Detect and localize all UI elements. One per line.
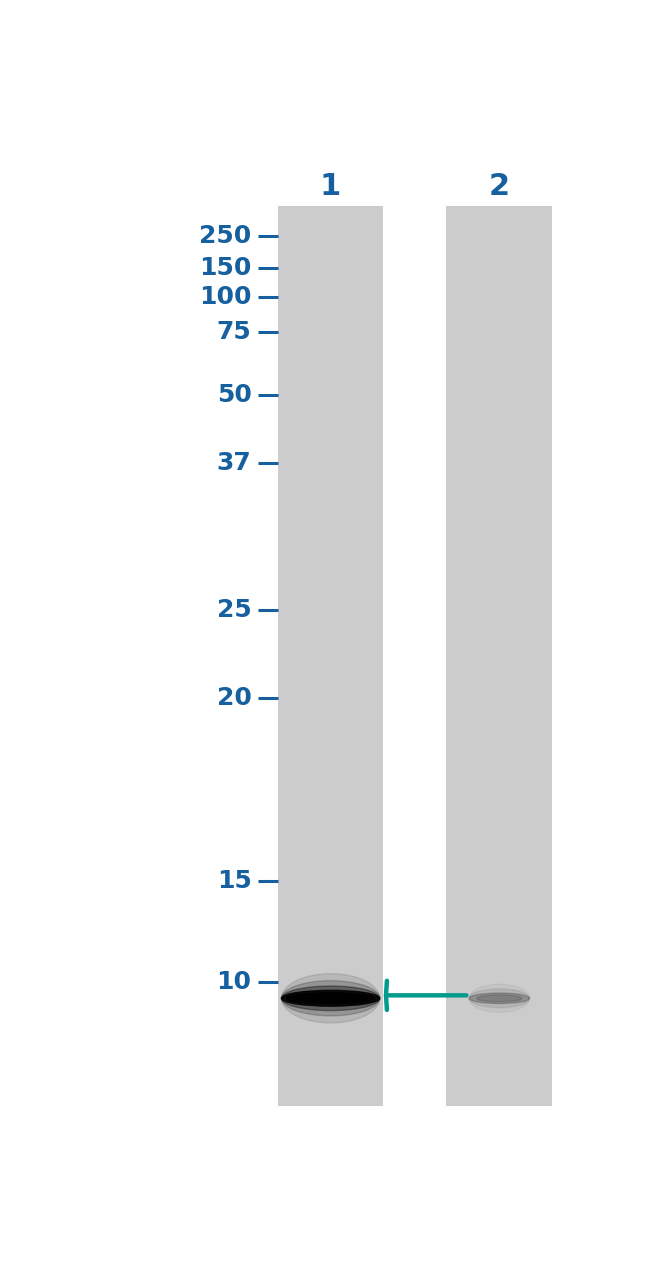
Text: 2: 2 — [489, 173, 510, 201]
Ellipse shape — [287, 993, 375, 1005]
Ellipse shape — [469, 993, 530, 1003]
Bar — [278, 206, 384, 1106]
Text: 10: 10 — [216, 970, 252, 993]
Ellipse shape — [281, 986, 380, 1011]
Text: 150: 150 — [199, 255, 252, 279]
Ellipse shape — [281, 974, 380, 1022]
Text: 1: 1 — [320, 173, 341, 201]
Bar — [447, 206, 552, 1106]
Ellipse shape — [476, 994, 522, 1002]
Text: 20: 20 — [216, 686, 252, 710]
Text: 100: 100 — [199, 286, 252, 309]
Text: 25: 25 — [216, 598, 252, 622]
Text: 50: 50 — [216, 384, 252, 406]
Ellipse shape — [281, 980, 380, 1016]
Ellipse shape — [294, 994, 367, 1002]
Ellipse shape — [281, 991, 380, 1006]
Ellipse shape — [469, 989, 530, 1007]
Text: 250: 250 — [200, 224, 252, 248]
Text: 37: 37 — [216, 451, 252, 475]
Text: 15: 15 — [216, 869, 252, 893]
Text: 75: 75 — [216, 320, 252, 344]
